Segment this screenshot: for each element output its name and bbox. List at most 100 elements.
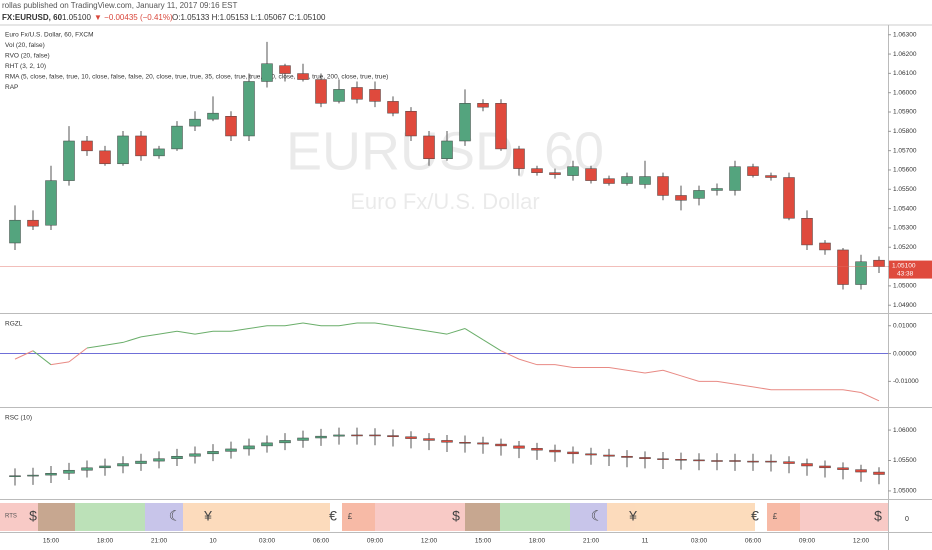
candle-body (837, 249, 849, 285)
indicator-line (392, 325, 412, 330)
y-tick-label: 1.05500 (893, 186, 917, 193)
candle-body (189, 118, 201, 127)
rts-band (0, 503, 888, 531)
legend-line: Vol (20, false) (5, 42, 45, 49)
indicator-line (248, 325, 268, 330)
session (465, 503, 500, 531)
indicator-line (122, 336, 142, 343)
y-tick-label: 1.06100 (893, 70, 917, 77)
candle-body (423, 438, 435, 441)
candle-body (675, 195, 687, 201)
candle-body (369, 89, 381, 102)
candle-body (243, 81, 255, 137)
candle-body (45, 473, 57, 476)
indicator-line (680, 375, 700, 382)
candle-body (873, 259, 885, 267)
candle-body (9, 219, 21, 244)
indicator-line (518, 358, 538, 366)
session (342, 503, 375, 531)
candle-body (27, 219, 39, 227)
y-tick-label: 1.05900 (893, 109, 917, 116)
candle-body (297, 73, 309, 80)
indicator-line (464, 328, 484, 341)
candle-body (117, 463, 129, 467)
session (607, 503, 755, 531)
candle-body (405, 110, 417, 137)
y-tick-label: 1.05300 (893, 225, 917, 232)
candle-body (819, 465, 831, 469)
candle-body (657, 458, 669, 460)
candle-body (567, 166, 579, 176)
candle-body (9, 475, 21, 477)
candle-body (63, 140, 75, 181)
candle-body (747, 166, 759, 176)
candle-body (333, 434, 345, 437)
candle-body (171, 125, 183, 150)
indicator-line (302, 322, 322, 327)
x-tick-label: 18:00 (97, 538, 114, 545)
candle-body (459, 441, 471, 444)
session (38, 503, 75, 531)
watermark-sub: Euro Fx/U.S. Dollar (350, 189, 540, 214)
x-tick-label: 03:00 (259, 538, 276, 545)
candle-body (585, 453, 597, 456)
symbol: FX:EURUSD, 60 (2, 13, 63, 22)
candle-body (387, 101, 399, 114)
y-tick-label: 1.06200 (893, 51, 917, 58)
candle-body (153, 148, 165, 157)
candle-body (423, 135, 435, 160)
indicator-line (554, 364, 574, 368)
price: 1.05100 (62, 13, 91, 22)
session-symbol: ☾ (591, 508, 604, 524)
indicator-line (410, 328, 430, 332)
candle-body (513, 148, 525, 169)
indicator-line (752, 386, 772, 391)
candle-body (81, 140, 93, 152)
session-symbol: $ (29, 508, 37, 524)
indicator-line (14, 350, 34, 360)
candle-body (765, 175, 777, 178)
candle-body (495, 443, 507, 447)
y-tick-label: 1.05600 (893, 167, 917, 174)
candle-body (153, 458, 165, 462)
x-tick-label: 09:00 (367, 538, 384, 545)
candle-body (207, 451, 219, 455)
legend-line: RMA (5, close, false, true, 10, close, f… (5, 74, 388, 81)
indicator-line (140, 333, 160, 338)
y-tick-label: 0 (905, 516, 909, 523)
x-tick-label: 06:00 (313, 538, 330, 545)
candle-body (693, 190, 705, 199)
y-tick-label: 1.05000 (893, 488, 917, 495)
x-tick-label: 18:00 (529, 538, 546, 545)
session (570, 503, 607, 531)
candle-body (261, 442, 273, 447)
candle-body (369, 434, 381, 437)
indicator-line (428, 330, 448, 335)
candle-body (711, 460, 723, 462)
price-tag-label: 1.05100 (892, 262, 916, 269)
candle-body (261, 63, 273, 82)
candle-body (855, 261, 867, 285)
candle-body (477, 442, 489, 445)
candle-body (801, 463, 813, 467)
indicator-line (158, 330, 178, 335)
y-tick-label: 1.04900 (893, 302, 917, 309)
candle-body (603, 178, 615, 184)
y-tick-label: 1.06000 (893, 89, 917, 96)
y-tick-label: -0.01000 (893, 378, 919, 385)
candle-body (495, 103, 507, 150)
legend-line: RVO (20, false) (5, 53, 50, 60)
indicator-line (104, 341, 124, 346)
indicator-line (500, 350, 520, 360)
indicator-line (860, 392, 880, 402)
y-tick-label: 1.05000 (893, 283, 917, 290)
candle-body (729, 460, 741, 462)
session (500, 503, 570, 531)
candle-body (27, 474, 39, 477)
session-symbol: $ (452, 508, 460, 524)
session-symbol: ¥ (203, 508, 212, 524)
candle-body (675, 459, 687, 461)
candle-body (315, 79, 327, 104)
candle-body (837, 467, 849, 470)
session (0, 503, 38, 531)
